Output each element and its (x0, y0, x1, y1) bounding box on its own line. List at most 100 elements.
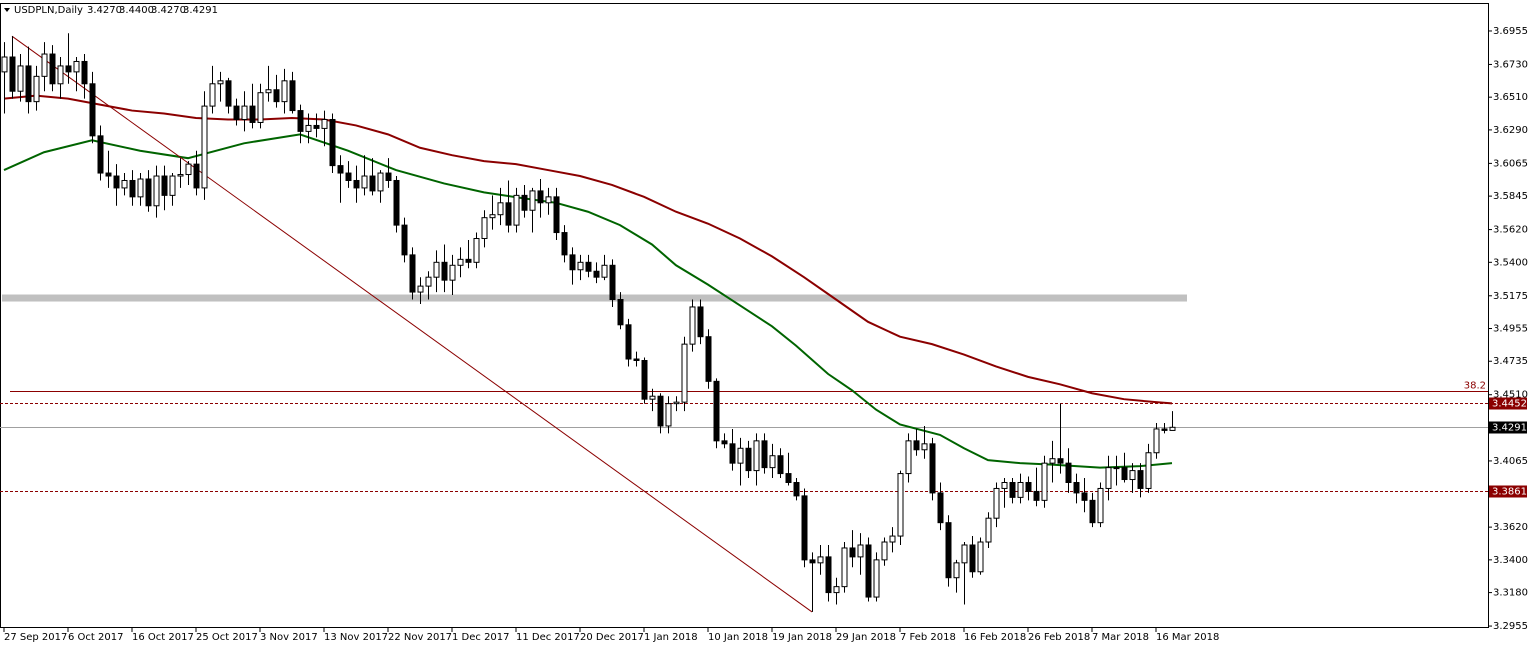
plot-frame (0, 3, 1489, 628)
candle-body (1009, 481, 1016, 498)
candle-body (409, 254, 416, 293)
candle-body (729, 443, 736, 464)
candle-body (737, 447, 744, 464)
candle-body (473, 238, 480, 263)
candle-body (121, 179, 128, 189)
price-tag-label: 3.4452 (1492, 399, 1527, 410)
candle-body (1097, 487, 1104, 524)
y-tick-label: 3.3620 (1493, 522, 1528, 533)
candle-body (129, 179, 136, 198)
candle-body (641, 360, 648, 400)
candle-body (481, 217, 488, 240)
candle-body (985, 517, 992, 543)
candle-body (1065, 462, 1072, 483)
candle-body (1001, 481, 1008, 489)
x-tick-label: 27 Sep 2017 (4, 632, 67, 643)
candle-body (857, 544, 864, 558)
candle-body (769, 455, 776, 469)
y-tick-label: 3.6955 (1493, 26, 1528, 37)
candle-body (697, 306, 704, 338)
x-tick-label: 1 Dec 2017 (452, 632, 510, 643)
candle-body (1, 56, 8, 73)
candle-body (417, 285, 424, 293)
price-tag-label: 3.3861 (1492, 487, 1527, 498)
x-tick-label: 7 Feb 2018 (900, 632, 956, 643)
x-tick-label: 11 Dec 2017 (516, 632, 580, 643)
candle-body (713, 380, 720, 442)
x-tick-label: 29 Jan 2018 (836, 632, 896, 643)
candle-body (321, 118, 328, 129)
y-tick-label: 3.5400 (1493, 257, 1528, 268)
candle-body (529, 190, 536, 211)
candle-body (1145, 452, 1152, 489)
candle-body (329, 118, 336, 167)
y-tick-label: 3.4955 (1493, 324, 1528, 335)
candle-body (657, 395, 664, 427)
candle-body (41, 53, 48, 77)
candle-body (217, 80, 224, 85)
y-tick-label: 3.5175 (1493, 291, 1528, 302)
candle-body (1113, 467, 1120, 470)
candle-body (449, 264, 456, 281)
candle-body (105, 172, 112, 177)
x-tick-label: 19 Jan 2018 (772, 632, 832, 643)
y-tick-label: 3.3400 (1493, 555, 1528, 566)
x-tick-label: 13 Nov 2017 (324, 632, 388, 643)
indicator-line (3, 94, 1173, 405)
x-tick-label: 20 Dec 2017 (580, 632, 644, 643)
candle-body (1161, 428, 1168, 431)
menu-arrow (4, 8, 10, 12)
candle-body (1025, 481, 1032, 492)
candle-body (577, 261, 584, 271)
candle-body (209, 83, 216, 107)
support-zone (2, 294, 1187, 302)
candle-body (753, 440, 760, 472)
candle-body (161, 175, 168, 196)
price-tag (1489, 421, 1527, 434)
x-tick-label: 6 Oct 2017 (68, 632, 123, 643)
candle-body (169, 175, 176, 196)
candle-body (793, 481, 800, 497)
candle-body (265, 89, 272, 94)
candle-body (233, 105, 240, 120)
candle-body (521, 194, 528, 211)
candle-body (561, 232, 568, 256)
candle-body (433, 261, 440, 278)
y-tick-label: 3.6290 (1493, 125, 1528, 136)
candle-body (9, 56, 16, 92)
y-tick-label: 3.5620 (1493, 225, 1528, 236)
chart-title: USDPLN,Daily (14, 5, 83, 16)
candle-body (81, 60, 88, 85)
candle-body (393, 179, 400, 226)
candle-body (553, 196, 560, 234)
candle-body (241, 105, 248, 120)
candle-body (673, 401, 680, 405)
candle-body (977, 541, 984, 573)
candle-body (345, 172, 352, 181)
candle-body (945, 522, 952, 579)
candle-body (665, 403, 672, 427)
candle-body (73, 60, 80, 73)
candle-body (225, 80, 232, 107)
candle-body (1169, 426, 1176, 431)
candle-body (1105, 467, 1112, 489)
candle-body (833, 586, 840, 594)
candle-body (681, 343, 688, 403)
candle-body (921, 443, 928, 451)
x-tick-label: 16 Feb 2018 (964, 632, 1026, 643)
header-quote: 3.4400 (119, 5, 154, 16)
candle-body (137, 178, 144, 198)
x-tick-label: 7 Mar 2018 (1092, 632, 1149, 643)
candle-body (425, 276, 432, 287)
candle-body (1089, 499, 1096, 524)
candle-body (337, 165, 344, 174)
candle-body (25, 65, 32, 103)
candle-body (785, 473, 792, 483)
candle-body (385, 172, 392, 181)
candle-body (937, 492, 944, 524)
header-quote: 3.4270 (151, 5, 186, 16)
candle-body (929, 443, 936, 494)
x-tick-label: 16 Mar 2018 (1156, 632, 1219, 643)
x-tick-label: 25 Oct 2017 (196, 632, 258, 643)
